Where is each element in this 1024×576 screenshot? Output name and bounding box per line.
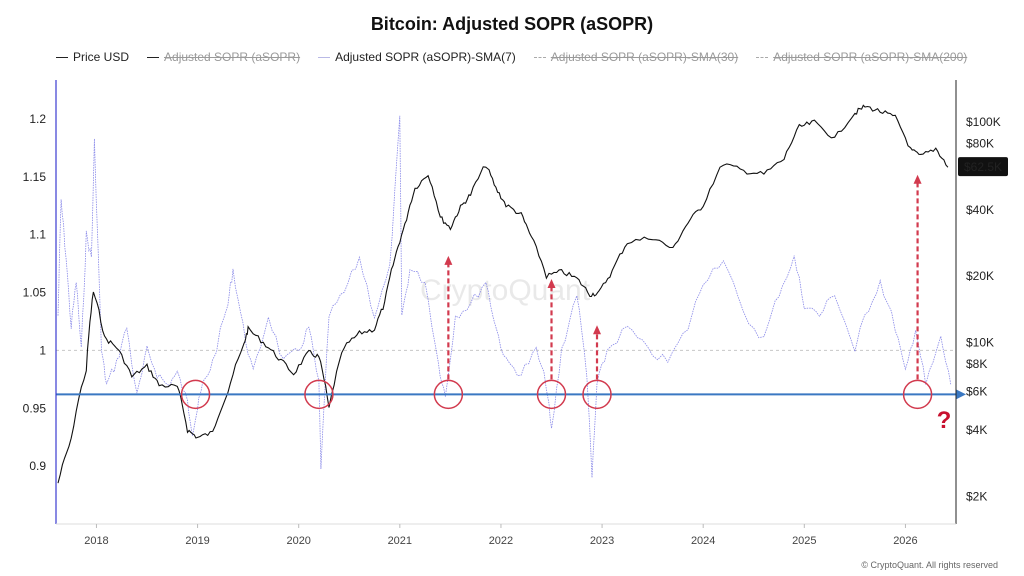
left-tick-label: 1.15 [23,170,47,184]
right-tick-label: $6K [966,384,987,398]
annotations [180,174,933,410]
legend-swatch-price [56,56,68,58]
legend-label-sma7: Adjusted SOPR (aSOPR)-SMA(7) [335,50,516,64]
legend-item-asopr[interactable]: Adjusted SOPR (aSOPR) [147,50,300,64]
chart-title: Bitcoin: Adjusted SOPR (aSOPR) [370,14,654,34]
x-tick-label: 2019 [185,535,209,547]
right-tick-label: $20K [966,269,994,283]
rebound-arrow-head [547,278,556,288]
left-tick-label: 1.2 [29,112,46,126]
left-tick-label: 0.95 [23,401,47,415]
legend-swatch-sma7 [318,56,331,58]
legend-label-sma30: Adjusted SOPR (aSOPR)-SMA(30) [550,50,739,64]
legend-swatch-sma200 [756,56,769,58]
sma7-series [57,115,952,478]
right-tick-label: $2K [966,489,987,503]
highlight-circle [902,379,933,410]
x-tick-label: 2023 [590,535,614,547]
x-tick-label: 2026 [893,535,917,547]
sma7-line [57,115,952,478]
highlight-circle [304,379,334,410]
legend-swatch-sma30 [533,56,546,58]
highlight-circle [536,379,567,410]
legend-item-sma7[interactable]: Adjusted SOPR (aSOPR)-SMA(7) [318,50,516,64]
x-tick-label: 2025 [792,535,816,547]
watermark: CryptoQuant [420,274,591,307]
right-tick-label: $10K [966,335,994,349]
x-tick-label: 2022 [489,535,513,547]
axes: 1.2 1.15 1.1 1.05 1 0.95 0.9 $100K $80K $40K $20K $… [23,80,1008,547]
right-tick-label: $8K [966,357,987,371]
highlight-circle [433,379,464,410]
legend-label-asopr: Adjusted SOPR (aSOPR) [164,50,301,64]
rebound-arrow-head [913,174,922,184]
support-arrow-head [956,389,966,400]
chart-legend: Price USD Adjusted SOPR (aSOPR) Adjusted… [56,50,967,64]
legend-label-price: Price USD [73,50,130,64]
legend-label-sma200: Adjusted SOPR (aSOPR)-SMA(200) [773,50,968,64]
right-tick-label: $80K [966,137,994,151]
price-line [57,104,949,484]
current-price-badge [958,157,1008,177]
legend-swatch-asopr [147,56,160,58]
legend-item-sma200[interactable]: Adjusted SOPR (aSOPR)-SMA(200) [756,50,967,64]
left-tick-label: 1.05 [23,286,47,300]
legend-item-price[interactable]: Price USD [56,50,129,64]
x-tick-label: 2020 [286,535,310,547]
price-series [57,104,949,484]
left-tick-label: 1 [39,343,46,357]
x-tick-label: 2024 [691,535,715,547]
highlight-circle [582,379,612,410]
right-tick-label: $4K [966,423,987,437]
legend-item-sma30[interactable]: Adjusted SOPR (aSOPR)-SMA(30) [533,50,739,64]
copyright-credit: © CryptoQuant. All rights reserved [861,560,998,570]
rebound-arrow-head [593,325,602,335]
left-tick-label: 1.1 [29,228,46,242]
left-tick-label: 0.9 [29,459,46,473]
support-line-group [56,389,966,400]
x-tick-label: 2018 [84,535,108,547]
right-tick-label: $40K [966,203,994,217]
current-price-label: $62.5K [964,160,1002,174]
highlight-circle [180,379,211,410]
right-tick-label: $100K [966,115,1001,129]
rebound-arrow-head [444,255,453,265]
question-mark: ? [937,407,952,434]
x-tick-label: 2021 [388,535,412,547]
